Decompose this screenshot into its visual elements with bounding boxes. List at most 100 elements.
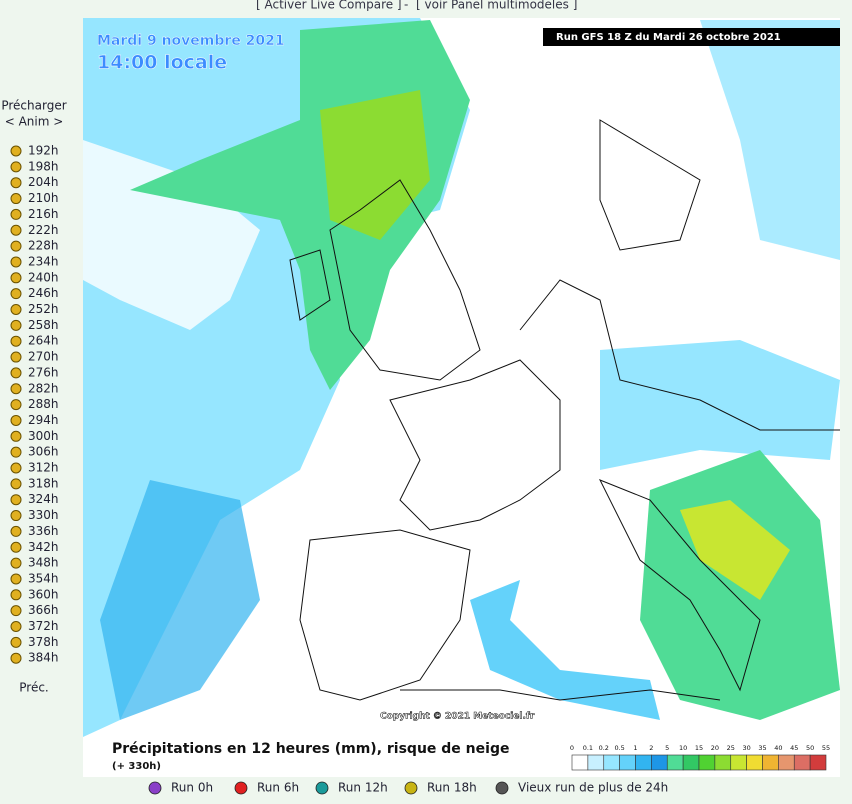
- hour-icon[interactable]: [10, 208, 22, 220]
- hour-icon[interactable]: [10, 652, 22, 664]
- prec[interactable]: Préc.: [19, 681, 49, 695]
- hour-link[interactable]: 222h: [28, 223, 59, 237]
- hour-icon[interactable]: [10, 462, 22, 474]
- hour-link[interactable]: 192h: [28, 144, 59, 158]
- run-icon[interactable]: [495, 781, 509, 795]
- hour-icon[interactable]: [10, 383, 22, 395]
- hour-icon[interactable]: [10, 304, 22, 315]
- hour-link[interactable]: 354h: [28, 571, 59, 585]
- legend-swatch: [809, 754, 827, 771]
- hour-link[interactable]: 252h: [28, 302, 59, 316]
- hour-icon[interactable]: [10, 145, 22, 157]
- hour-link[interactable]: 324h: [28, 492, 59, 506]
- hour-link[interactable]: 384h: [28, 651, 59, 665]
- hour-link[interactable]: 228h: [28, 239, 59, 253]
- hour-icon[interactable]: [10, 557, 22, 569]
- run-link[interactable]: Run 6h: [257, 781, 299, 795]
- hour-icon[interactable]: [10, 240, 22, 252]
- hour-icon[interactable]: [10, 446, 22, 458]
- run-banner: [543, 28, 840, 46]
- legend-scale-label: 0.5: [614, 744, 624, 752]
- hour-icon[interactable]: [10, 319, 22, 331]
- precip-italy-core: [680, 500, 790, 600]
- run-link[interactable]: Run 0h: [171, 781, 213, 795]
- hour-icon[interactable]: [10, 430, 22, 442]
- hour-link[interactable]: 282h: [28, 381, 59, 395]
- run-icon[interactable]: [234, 781, 248, 795]
- run-link[interactable]: Run 12h: [338, 781, 388, 795]
- legend-swatch: [651, 754, 668, 771]
- hour-link[interactable]: 198h: [28, 159, 59, 173]
- hour-link[interactable]: 312h: [28, 461, 59, 475]
- hour-link[interactable]: 276h: [28, 365, 59, 379]
- hour-icon[interactable]: [10, 414, 22, 426]
- hour-link[interactable]: 270h: [28, 350, 59, 364]
- hour-link[interactable]: 366h: [28, 603, 59, 617]
- precip-ocean2: [100, 480, 260, 720]
- hour-link[interactable]: 288h: [28, 397, 59, 411]
- run-icon[interactable]: [315, 781, 329, 795]
- hour-icon[interactable]: [10, 177, 22, 189]
- hour-link[interactable]: 294h: [28, 413, 59, 427]
- legend-scale-label: 55: [822, 744, 830, 752]
- hour-icon[interactable]: [10, 399, 22, 411]
- hour-link[interactable]: 210h: [28, 191, 59, 205]
- hour-icon[interactable]: [10, 161, 22, 173]
- hour-link[interactable]: 246h: [28, 286, 59, 300]
- hour-icon[interactable]: [10, 541, 22, 553]
- hour-icon[interactable]: [10, 272, 22, 284]
- legend-swatch: [619, 754, 636, 771]
- hour-icon[interactable]: [10, 288, 22, 300]
- legend-scale-label: 0.2: [599, 744, 609, 752]
- hour-link[interactable]: 240h: [28, 270, 59, 284]
- hour-link[interactable]: 300h: [28, 429, 59, 443]
- hour-link[interactable]: 318h: [28, 476, 59, 490]
- hour-link[interactable]: 372h: [28, 619, 59, 633]
- legend-offset: (+ 330h): [112, 761, 161, 772]
- hour-icon[interactable]: [10, 256, 22, 268]
- link-live[interactable]: [ Activer Live Compare ]: [256, 0, 402, 12]
- hour-icon[interactable]: [10, 573, 22, 585]
- hour-icon[interactable]: [10, 494, 22, 506]
- hour-link[interactable]: 264h: [28, 334, 59, 348]
- run-icon[interactable]: [148, 781, 162, 795]
- coastlines: [289, 119, 840, 701]
- hour-icon[interactable]: [10, 335, 22, 347]
- run-icon[interactable]: [404, 781, 418, 795]
- run-link[interactable]: Vieux run de plus de 24h: [518, 781, 668, 795]
- hour-icon[interactable]: [10, 478, 22, 490]
- legend-swatch: [762, 754, 779, 771]
- hour-icon[interactable]: [10, 589, 22, 601]
- anim[interactable]: < Anim >: [5, 115, 64, 129]
- hour-icon[interactable]: [10, 510, 22, 522]
- hour-link[interactable]: 348h: [28, 556, 59, 570]
- hour-link[interactable]: 204h: [28, 175, 59, 189]
- precip-uk-core: [320, 90, 430, 240]
- legend-scale-label: 25: [727, 744, 735, 752]
- hour-icon[interactable]: [10, 367, 22, 379]
- link-panel[interactable]: [ voir Panel multimodeles ]: [416, 0, 577, 12]
- hour-icon[interactable]: [10, 224, 22, 236]
- hour-link[interactable]: 342h: [28, 540, 59, 554]
- hour-icon[interactable]: [10, 525, 22, 537]
- legend-scale-label: 0: [570, 744, 574, 752]
- legend-scale-label: 30: [742, 744, 750, 752]
- legend-scale-label: 45: [790, 744, 798, 752]
- hour-icon[interactable]: [10, 193, 22, 205]
- hour-link[interactable]: 360h: [28, 587, 59, 601]
- hour-link[interactable]: 234h: [28, 254, 59, 268]
- hour-link[interactable]: 378h: [28, 635, 59, 649]
- hour-icon[interactable]: [10, 621, 22, 632]
- legend-swatch: [746, 754, 763, 771]
- run-link[interactable]: Run 18h: [427, 781, 477, 795]
- hour-link[interactable]: 336h: [28, 524, 59, 538]
- preload[interactable]: Précharger: [1, 99, 66, 113]
- hour-link[interactable]: 330h: [28, 508, 59, 522]
- hour-icon[interactable]: [10, 605, 22, 617]
- hour-icon[interactable]: [10, 351, 22, 363]
- hour-link[interactable]: 306h: [28, 445, 59, 459]
- hour-icon[interactable]: [10, 636, 22, 648]
- hour-link[interactable]: 216h: [28, 207, 59, 221]
- hour-link[interactable]: 258h: [28, 318, 59, 332]
- legend-scale-label: 15: [695, 744, 703, 752]
